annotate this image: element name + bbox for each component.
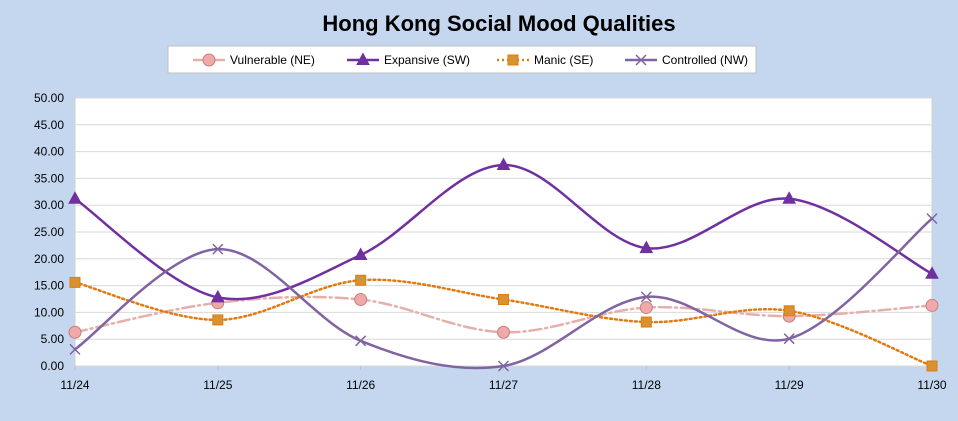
data-point [68,325,82,339]
data-point [355,335,367,347]
y-tick-label: 25.00 [34,225,64,239]
y-tick-label: 15.00 [34,279,64,293]
legend-marker [202,53,216,67]
legend-label: Expansive (SW) [384,53,470,67]
data-point [69,343,81,355]
x-tick-label: 11/30 [917,378,946,392]
legend-marker [507,54,519,66]
data-point [498,294,509,306]
x-tick-label: 11/26 [346,378,375,392]
y-tick-label: 10.00 [34,305,64,319]
y-tick-label: 40.00 [34,145,64,159]
x-tick-label: 11/29 [775,378,804,392]
data-point [355,274,367,286]
data-point [210,289,225,303]
data-point [926,360,938,372]
series-markers [68,157,939,372]
x-tick-label: 11/25 [203,378,232,392]
data-point [783,305,795,317]
data-point [212,314,224,326]
legend-label: Vulnerable (NE) [230,53,315,67]
data-point [69,276,81,288]
data-point [497,325,510,339]
data-point [68,191,82,204]
data-point [925,298,939,312]
legend-marker [356,52,370,65]
data-point [926,213,938,225]
data-point [212,243,224,255]
data-point [354,293,368,307]
y-tick-label: 35.00 [34,171,64,185]
y-tick-label: 0.00 [41,359,65,373]
data-point [639,240,654,254]
y-tick-label: 30.00 [34,198,64,212]
data-point [496,157,511,170]
y-tick-label: 5.00 [41,332,65,346]
data-point [783,333,795,345]
legend-label: Manic (SE) [534,53,593,67]
y-tick-label: 50.00 [34,91,64,105]
y-axis-ticks: 0.00 5.00 10.00 15.00 20.00 25.00 30.00 35.00 40… [34,91,64,373]
x-tick-label: 11/27 [489,378,518,392]
legend: Vulnerable (NE) Expansive (SW) Manic (SE) C… [167,45,757,74]
data-point [353,247,368,261]
y-tick-label: 45.00 [34,118,64,132]
data-point [640,291,652,303]
legend-label: Controlled (NW) [662,53,748,67]
data-point [497,360,510,372]
x-tick-label: 11/28 [632,378,661,392]
data-point [639,301,653,315]
x-tick-label: 11/24 [60,378,89,392]
x-axis-ticks: 11/24 11/25 11/26 11/27 11/28 11/29 11/30 [60,366,947,392]
data-point [925,266,939,279]
legend-box [167,45,757,74]
legend-marker [635,54,647,66]
data-point [640,316,652,328]
chart-title: Hong Kong Social Mood Qualities [322,11,675,36]
y-tick-label: 20.00 [34,252,64,266]
data-point [782,191,797,204]
